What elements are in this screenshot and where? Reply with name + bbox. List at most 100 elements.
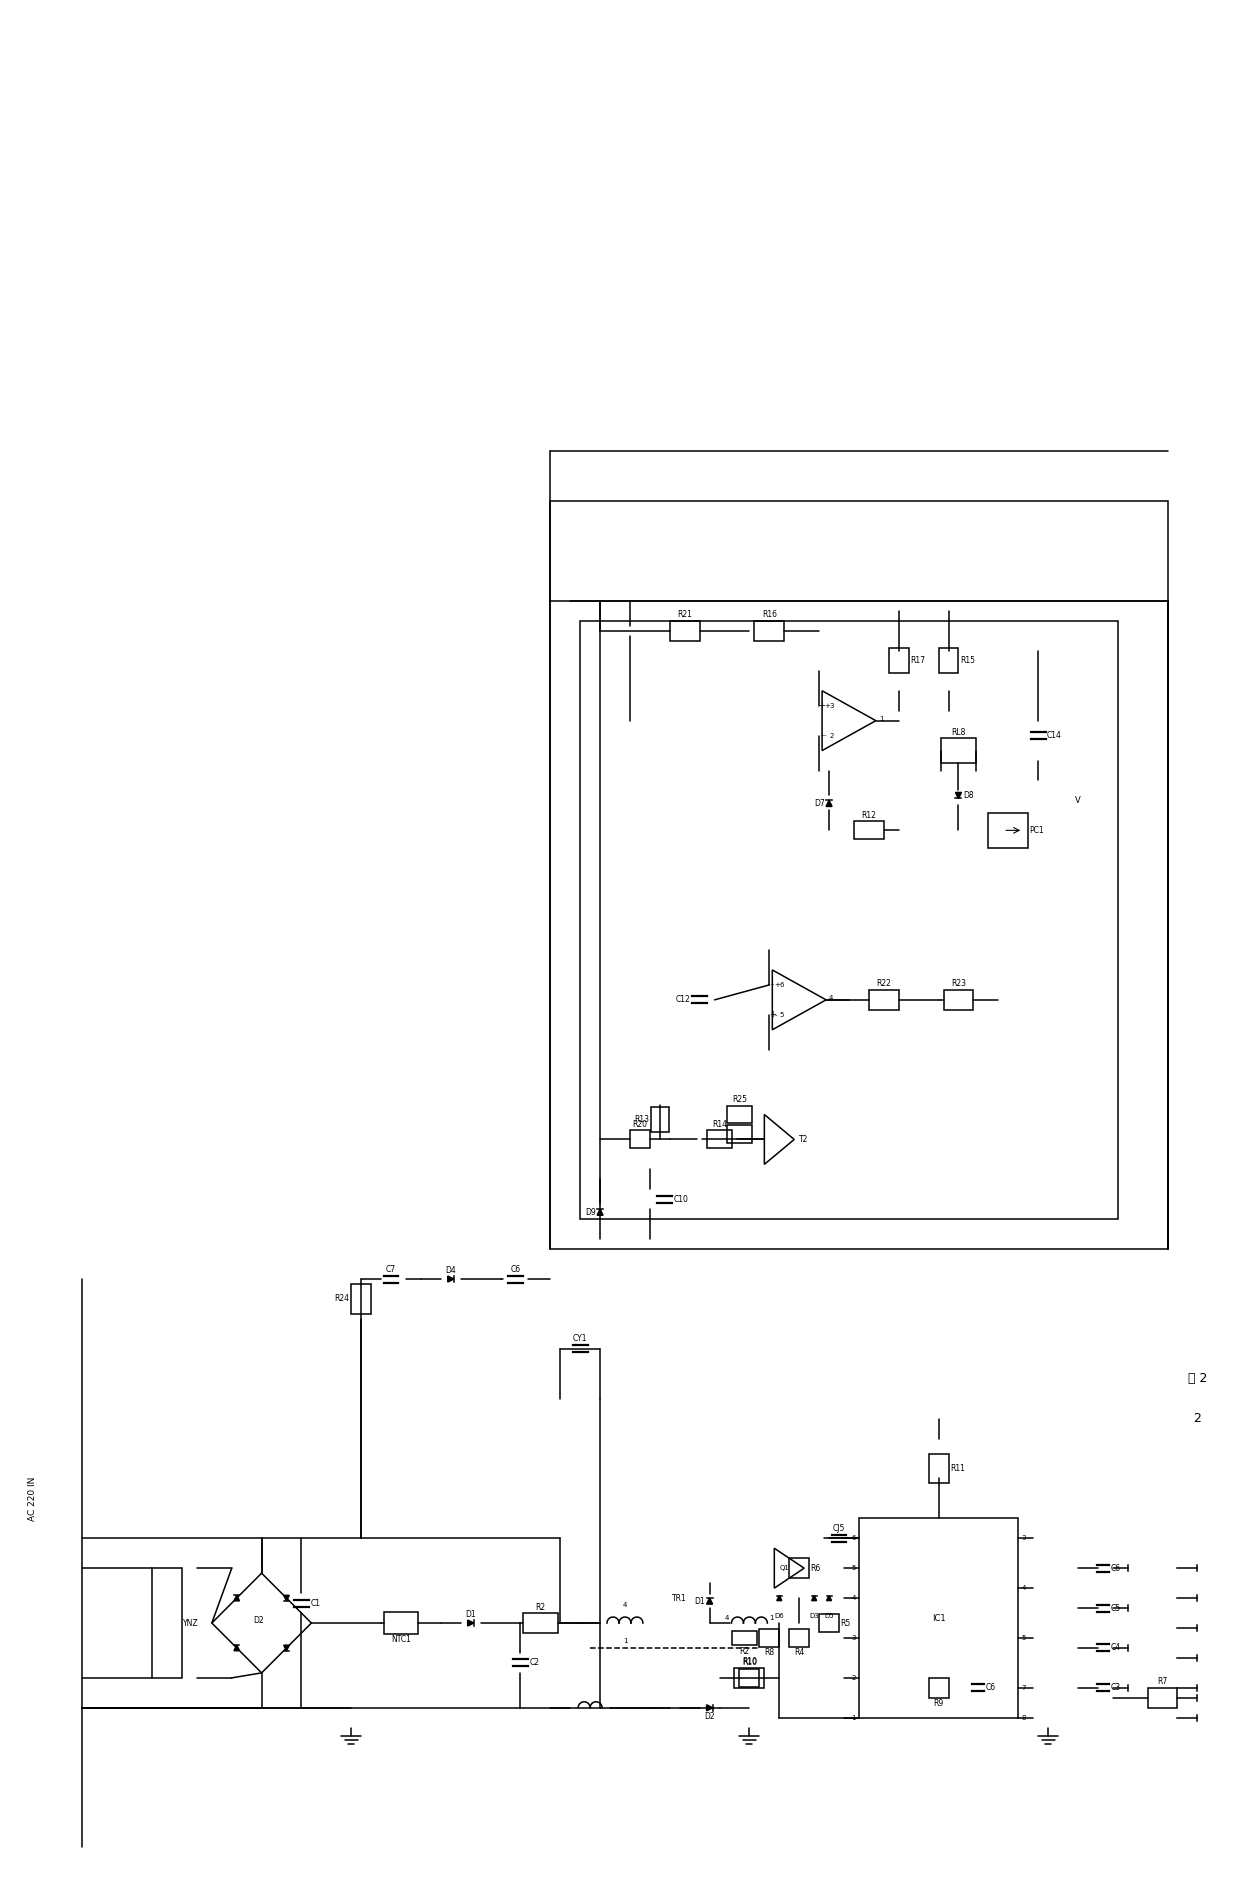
Text: R2: R2 — [739, 1647, 749, 1657]
Text: 4: 4 — [830, 996, 833, 1001]
Text: R12: R12 — [862, 811, 877, 821]
Bar — [754, 621, 784, 640]
Text: R15: R15 — [960, 656, 975, 665]
Text: 2: 2 — [1193, 1412, 1202, 1425]
Polygon shape — [776, 1596, 781, 1600]
Text: C7: C7 — [386, 1265, 396, 1273]
Text: C6: C6 — [1110, 1564, 1121, 1573]
Text: R7: R7 — [1157, 1678, 1168, 1687]
Text: R14: R14 — [712, 1119, 727, 1129]
Text: 2: 2 — [852, 1676, 856, 1682]
Text: D4: D4 — [445, 1265, 456, 1275]
Text: C1: C1 — [310, 1598, 320, 1607]
Bar — [153, 1568, 182, 1678]
Bar — [939, 648, 959, 673]
Text: V: V — [1075, 796, 1081, 806]
Bar — [739, 1668, 759, 1687]
Text: R16: R16 — [761, 610, 776, 619]
Text: R13: R13 — [635, 1115, 650, 1125]
Text: 4: 4 — [622, 1602, 627, 1607]
Text: C4: C4 — [1110, 1644, 1121, 1653]
Text: 3: 3 — [852, 1636, 856, 1642]
Text: YNZ: YNZ — [184, 1619, 200, 1628]
Text: 1: 1 — [879, 716, 883, 722]
Text: 2: 2 — [830, 733, 833, 739]
Text: D2: D2 — [704, 1712, 715, 1721]
Text: -: - — [825, 733, 827, 739]
Text: R5: R5 — [841, 1619, 851, 1628]
Bar — [988, 813, 1028, 847]
Text: D8: D8 — [963, 790, 973, 800]
Polygon shape — [707, 1704, 713, 1710]
Bar — [759, 1628, 779, 1647]
Polygon shape — [956, 792, 961, 798]
Text: +: + — [818, 701, 826, 711]
Text: IC1: IC1 — [931, 1613, 945, 1623]
Text: R6: R6 — [811, 1564, 821, 1573]
Text: TR1: TR1 — [672, 1594, 687, 1604]
Bar — [630, 1130, 650, 1148]
Bar — [727, 1106, 751, 1123]
Polygon shape — [234, 1645, 239, 1651]
Text: R10: R10 — [742, 1657, 756, 1666]
Bar — [941, 737, 976, 764]
Text: PC1: PC1 — [1029, 826, 1044, 834]
Text: R10: R10 — [742, 1659, 756, 1668]
Text: 1: 1 — [622, 1638, 627, 1644]
Text: D2: D2 — [253, 1615, 264, 1624]
Polygon shape — [598, 1208, 603, 1216]
Text: C6: C6 — [986, 1683, 996, 1693]
Polygon shape — [448, 1277, 454, 1283]
Bar — [929, 1454, 949, 1484]
Text: -: - — [774, 1013, 776, 1018]
Text: C12: C12 — [676, 996, 691, 1005]
Text: 6: 6 — [779, 982, 784, 988]
Text: D9: D9 — [585, 1208, 595, 1216]
Bar — [1148, 1687, 1178, 1708]
Text: AC 220 IN: AC 220 IN — [29, 1476, 37, 1520]
Text: R11: R11 — [950, 1465, 965, 1472]
Text: T2: T2 — [800, 1134, 808, 1144]
Text: R9: R9 — [934, 1699, 944, 1708]
Text: R17: R17 — [910, 656, 925, 665]
Text: D1: D1 — [694, 1596, 706, 1606]
Text: D6: D6 — [775, 1613, 784, 1619]
Bar — [732, 1630, 756, 1645]
Text: 5: 5 — [779, 1013, 784, 1018]
Polygon shape — [284, 1596, 289, 1602]
Text: 4: 4 — [1022, 1585, 1025, 1590]
Text: Q1: Q1 — [779, 1566, 789, 1571]
Polygon shape — [827, 1596, 832, 1600]
Text: CY1: CY1 — [573, 1334, 588, 1343]
Bar — [789, 1558, 810, 1579]
Text: 5: 5 — [1022, 1636, 1025, 1642]
Text: RL8: RL8 — [951, 728, 966, 737]
Text: +: + — [825, 703, 830, 709]
Bar — [651, 1108, 668, 1132]
Text: R24: R24 — [335, 1294, 350, 1303]
Text: 4: 4 — [852, 1596, 856, 1602]
Bar — [854, 821, 884, 840]
Text: D7: D7 — [813, 798, 825, 808]
Text: R22: R22 — [877, 978, 892, 988]
Bar — [551, 502, 1168, 1248]
Bar — [929, 1678, 949, 1699]
Text: D5: D5 — [825, 1613, 833, 1619]
Text: 图 2: 图 2 — [1188, 1372, 1207, 1385]
Text: NTC1: NTC1 — [391, 1636, 410, 1645]
Text: 3: 3 — [830, 703, 833, 709]
Text: 5: 5 — [852, 1566, 856, 1571]
Bar — [727, 1125, 751, 1144]
Text: R2: R2 — [536, 1602, 546, 1611]
Bar — [889, 648, 909, 673]
Bar — [523, 1613, 558, 1632]
Text: CJ5: CJ5 — [833, 1524, 846, 1533]
Bar — [820, 1615, 839, 1632]
Text: -: - — [821, 732, 823, 741]
Text: R25: R25 — [732, 1094, 746, 1104]
Text: C5: C5 — [1110, 1604, 1121, 1613]
Text: -: - — [771, 980, 774, 990]
Text: +: + — [769, 1011, 776, 1018]
Text: C6: C6 — [511, 1265, 521, 1273]
Text: 7: 7 — [1022, 1685, 1025, 1691]
